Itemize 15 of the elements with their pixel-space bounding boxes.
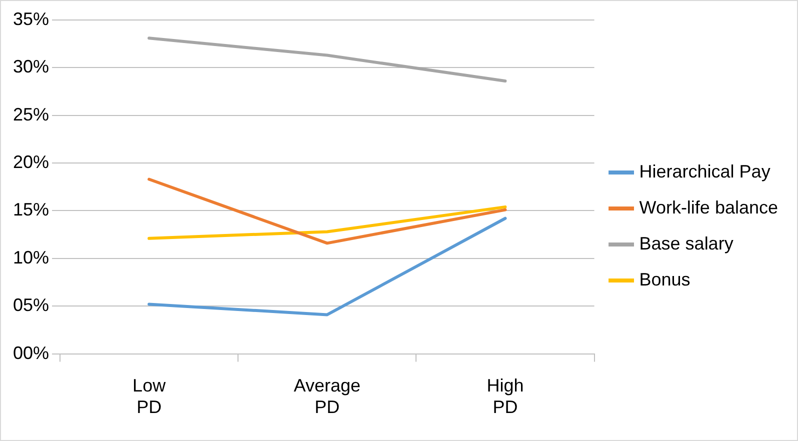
legend-label: Bonus	[639, 269, 690, 290]
legend-label: Hierarchical Pay	[639, 161, 770, 182]
y-tick-label: 15%	[12, 200, 50, 220]
y-tick-label: 35%	[12, 8, 50, 29]
legend-label: Work-life balance	[639, 197, 778, 218]
y-tick-label: 20%	[12, 152, 50, 172]
y-tick-label: 05%	[12, 295, 50, 316]
y-tick-label: 25%	[12, 104, 50, 124]
y-tick-label: 10%	[12, 247, 50, 268]
legend-label: Base salary	[639, 233, 734, 254]
x-tick-label: Low PD	[132, 376, 167, 418]
x-tick-label: Average PD	[294, 376, 361, 418]
y-tick-label: 30%	[12, 56, 50, 77]
x-tick-label: High PD	[486, 376, 524, 418]
y-tick-label: 00%	[12, 342, 50, 363]
